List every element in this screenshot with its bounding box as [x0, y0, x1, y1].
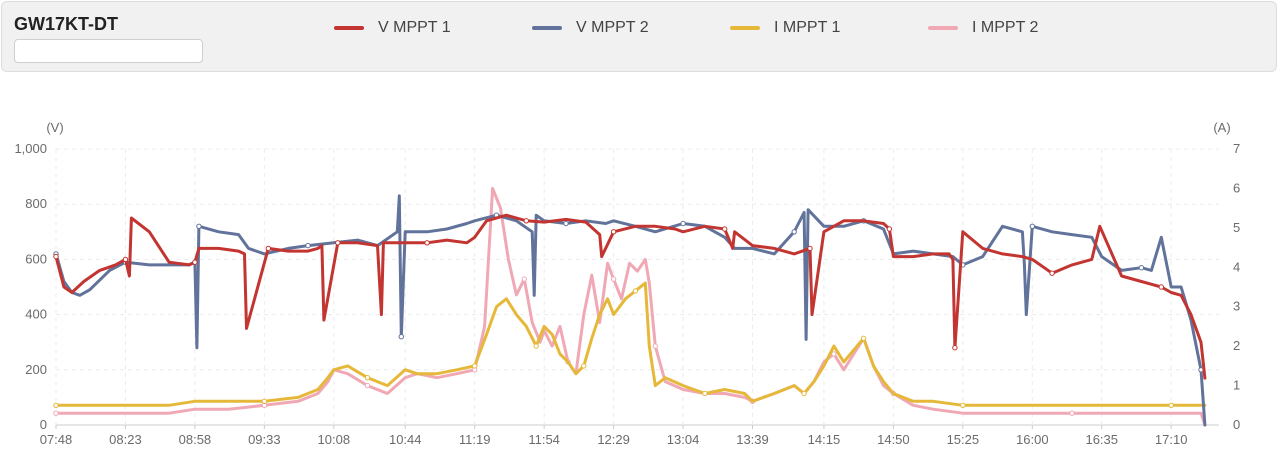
series-line-i-mppt-2	[54, 186, 1207, 427]
data-point-i-mppt-2	[610, 276, 617, 282]
y-tick-left: 1,000	[14, 141, 47, 156]
y-tick-right: 3	[1233, 299, 1240, 314]
x-tick-label: 17:10	[1155, 432, 1188, 447]
y-tick-right: 0	[1233, 417, 1240, 432]
legend-swatch-i-mppt-1	[730, 26, 760, 30]
y-tick-right: 2	[1233, 338, 1240, 353]
data-point-v-mppt-1	[335, 240, 341, 246]
y-tick-right: 5	[1233, 220, 1240, 235]
legend-label: I MPPT 1	[774, 19, 841, 36]
y-tick-right: 1	[1233, 378, 1240, 393]
data-point-v-mppt-1	[722, 226, 728, 232]
data-point-v-mppt-1	[523, 218, 529, 224]
device-search-input[interactable]	[14, 39, 203, 63]
data-point-i-mppt-1	[1168, 402, 1174, 408]
data-point-i-mppt-2	[521, 276, 527, 282]
data-point-v-mppt-1	[424, 240, 430, 246]
data-point-v-mppt-2	[791, 229, 797, 235]
legend-swatch-v-mppt-2	[532, 26, 562, 30]
data-point-v-mppt-1	[807, 245, 813, 252]
data-point-i-mppt-1	[261, 398, 268, 404]
legend-label: V MPPT 1	[378, 19, 451, 36]
data-point-i-mppt-2	[53, 410, 59, 416]
y-tick-right: 6	[1233, 180, 1240, 195]
grid-lines	[55, 148, 1219, 426]
data-point-v-mppt-1	[1049, 270, 1055, 276]
data-point-v-mppt-2	[1138, 265, 1145, 271]
legend-label: I MPPT 2	[972, 19, 1039, 36]
data-point-v-mppt-2	[563, 220, 569, 227]
x-tick-label: 12:29	[597, 432, 630, 447]
legend-swatch-v-mppt-1	[334, 26, 364, 30]
x-tick-label: 13:39	[736, 432, 769, 447]
x-tick-label: 08:58	[179, 432, 212, 447]
x-tick-label: 09:33	[248, 432, 281, 447]
data-point-v-mppt-1	[192, 259, 198, 265]
data-point-v-mppt-2	[305, 242, 311, 249]
data-point-v-mppt-1	[1158, 284, 1165, 290]
data-point-i-mppt-2	[1069, 410, 1075, 416]
data-point-i-mppt-1	[801, 390, 807, 397]
data-point-i-mppt-2	[831, 351, 837, 357]
data-point-v-mppt-1	[122, 256, 129, 263]
x-tick-label: 16:00	[1016, 432, 1049, 447]
y-axis-left-label: (V)	[46, 120, 63, 135]
y-tick-left: 600	[25, 251, 47, 266]
data-point-i-mppt-1	[702, 390, 708, 397]
legend-item-i-mppt-1[interactable]: I MPPT 1	[730, 18, 840, 38]
data-point-i-mppt-2	[652, 343, 658, 349]
data-point-v-mppt-2	[398, 334, 404, 340]
device-title: GW17KT-DT	[14, 14, 119, 34]
series-line-v-mppt-2	[54, 194, 1207, 427]
data-point-i-mppt-2	[364, 382, 371, 389]
data-point-v-mppt-1	[952, 345, 958, 351]
data-point-v-mppt-1	[53, 253, 59, 260]
data-point-i-mppt-1	[632, 288, 639, 294]
data-point-i-mppt-1	[581, 363, 587, 369]
legend-swatch-i-mppt-2	[928, 26, 958, 30]
data-point-i-mppt-1	[533, 343, 539, 349]
series-lines	[53, 186, 1207, 427]
data-point-i-mppt-1	[472, 363, 478, 369]
chart-toolbar: GW17KT-DT V MPPT 1 V MPPT 2 I MPPT 1 I M…	[1, 1, 1277, 72]
data-point-v-mppt-2	[1029, 223, 1036, 230]
x-tick-label: 10:08	[318, 432, 351, 447]
data-point-v-mppt-2	[196, 223, 202, 230]
series-line-i-mppt-1	[54, 281, 1207, 407]
data-point-i-mppt-1	[960, 402, 966, 408]
data-point-v-mppt-1	[610, 229, 617, 235]
y-tick-left: 0	[40, 417, 47, 432]
x-tick-label: 15:25	[947, 432, 980, 447]
legend-item-v-mppt-2[interactable]: V MPPT 2	[532, 18, 649, 38]
y-axis-right-label: (A)	[1213, 120, 1230, 135]
y-tick-left: 200	[25, 362, 47, 377]
data-point-v-mppt-2	[680, 220, 686, 227]
data-point-i-mppt-1	[860, 335, 867, 341]
legend-item-i-mppt-2[interactable]: I MPPT 2	[928, 18, 1038, 38]
y-tick-left: 800	[25, 196, 47, 211]
x-tick-label: 13:04	[667, 432, 700, 447]
x-tick-label: 14:15	[808, 432, 841, 447]
data-point-v-mppt-1	[886, 226, 893, 232]
series-line-v-mppt-1	[54, 213, 1207, 380]
y-tick-left: 400	[25, 307, 47, 322]
data-point-i-mppt-1	[53, 402, 59, 408]
x-tick-label: 16:35	[1085, 432, 1118, 447]
y-tick-right: 7	[1233, 141, 1240, 156]
x-tick-label: 08:23	[109, 432, 142, 447]
axes: (V) (A) 0 200 400 600 800 1,000 0 1 2 3 4 5 6 7 07:48 0…	[14, 120, 1240, 447]
x-tick-label: 11:19	[459, 432, 491, 447]
x-tick-label: 11:54	[528, 432, 560, 447]
x-tick-label: 07:48	[40, 432, 73, 447]
legend-item-v-mppt-1[interactable]: V MPPT 1	[334, 18, 451, 38]
data-point-i-mppt-1	[364, 375, 371, 381]
legend-label: V MPPT 2	[576, 19, 649, 36]
data-point-v-mppt-1	[265, 245, 271, 252]
x-tick-label: 14:50	[877, 432, 910, 447]
x-tick-label: 10:44	[389, 432, 422, 447]
y-tick-right: 4	[1233, 259, 1240, 274]
